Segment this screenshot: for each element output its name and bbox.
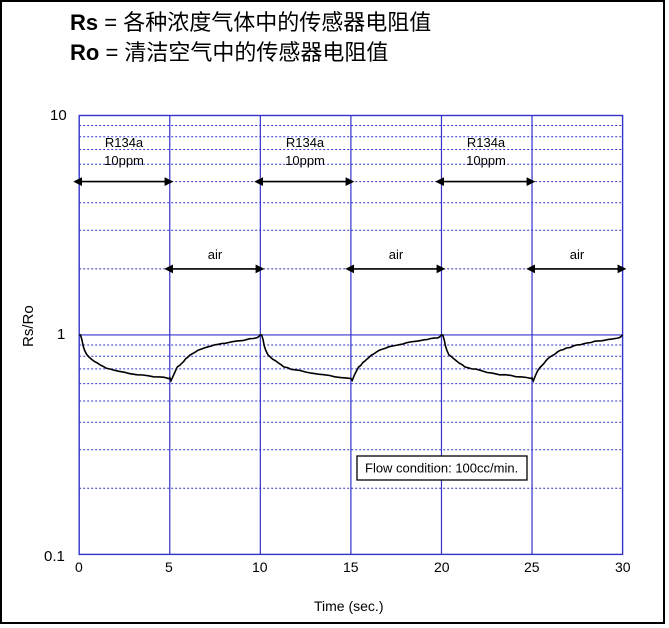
- svg-text:air: air: [389, 247, 404, 262]
- svg-text:Flow condition: 100cc/min.: Flow condition: 100cc/min.: [365, 461, 518, 476]
- svg-text:10ppm: 10ppm: [104, 153, 144, 168]
- svg-text:10ppm: 10ppm: [466, 153, 506, 168]
- svg-text:R134a: R134a: [105, 135, 144, 150]
- svg-text:R134a: R134a: [286, 135, 325, 150]
- svg-text:R134a: R134a: [467, 135, 506, 150]
- svg-text:10ppm: 10ppm: [285, 153, 325, 168]
- svg-text:air: air: [570, 247, 585, 262]
- svg-text:air: air: [208, 247, 223, 262]
